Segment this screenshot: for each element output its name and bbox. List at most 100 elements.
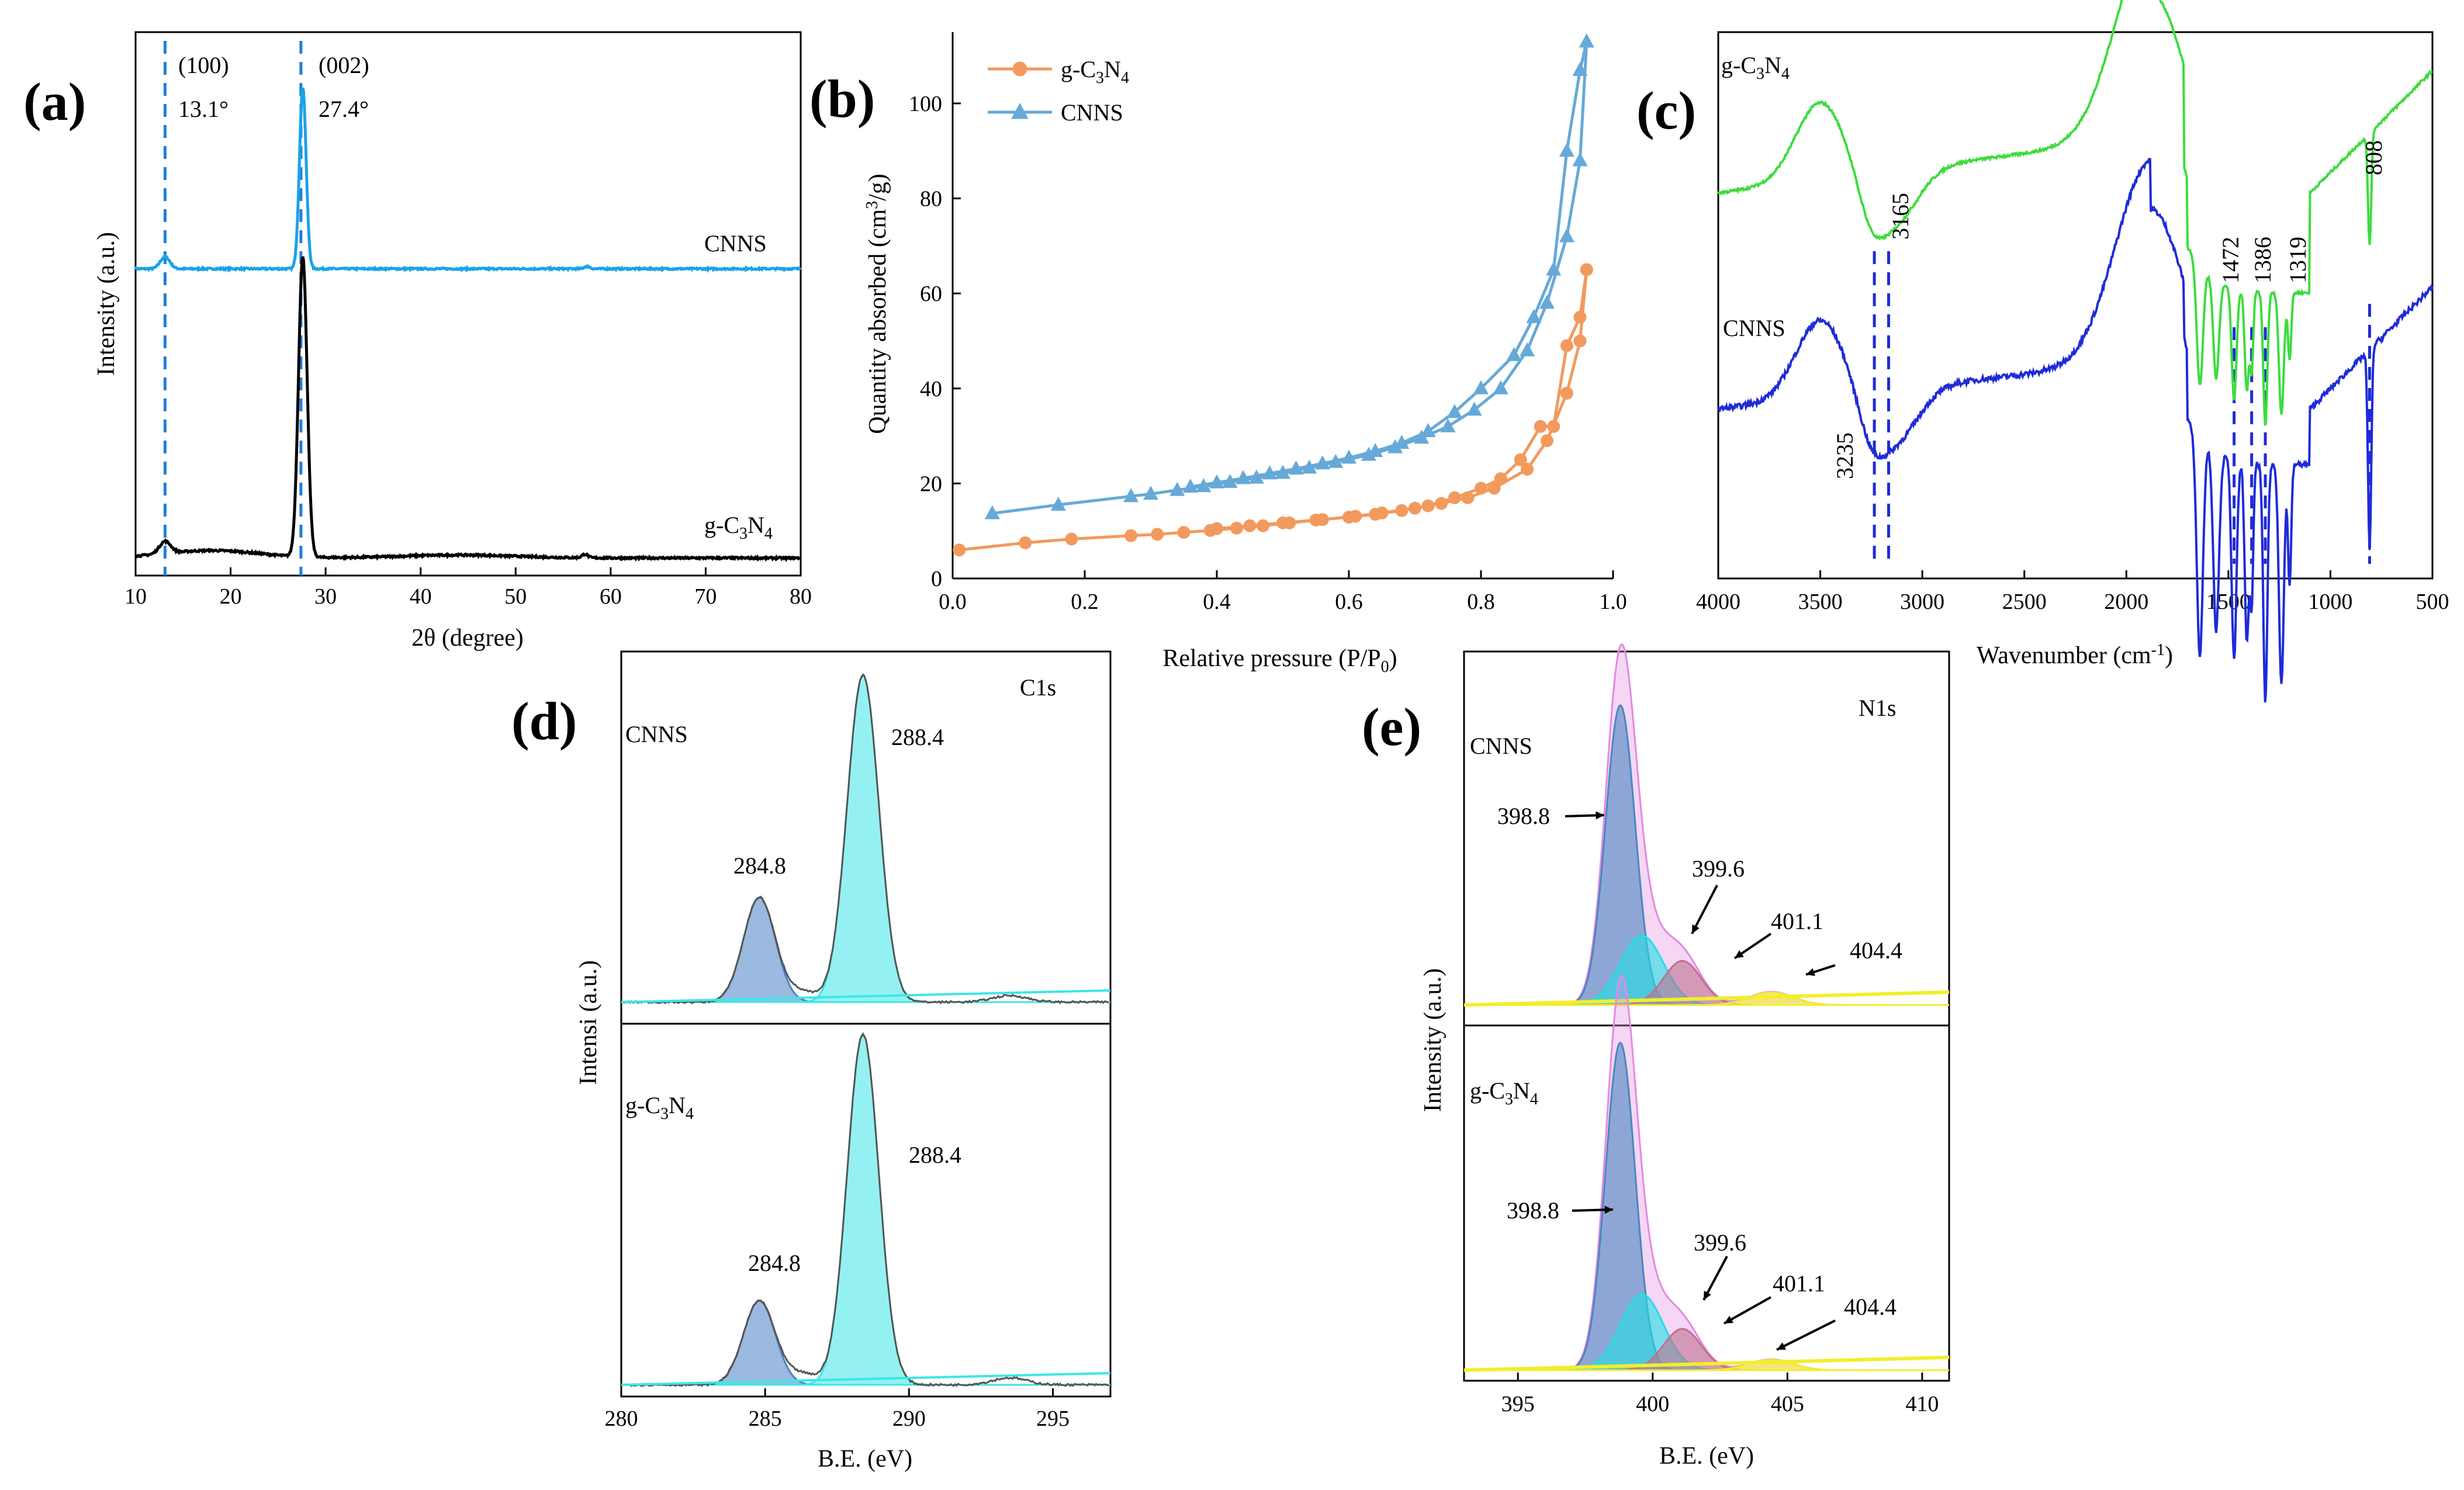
panel-b-point	[1262, 465, 1278, 480]
legend-marker-cnns	[1011, 102, 1029, 119]
panel-b-point	[1475, 481, 1487, 495]
panel-e-xaxis: 395 400 405 410	[1501, 1373, 1939, 1416]
panel-d-ylabel: Intensi (a.u.)	[575, 960, 602, 1084]
panel-e-arrow-head	[1777, 1342, 1786, 1350]
panel-e-peak-area	[1464, 1359, 1949, 1371]
panel-b-point	[1342, 511, 1355, 524]
panel-e-peak-cnns-4: 404.4	[1850, 937, 1902, 964]
legend-label-cnns: CNNS	[1061, 99, 1123, 126]
panel-e-arrow-head	[1596, 811, 1604, 820]
panel-e-arrow-head	[1704, 1291, 1711, 1300]
panel-b-xtick-label: 0.2	[1071, 590, 1099, 614]
panel-b-point	[1572, 62, 1588, 77]
panel-b-point	[1368, 443, 1383, 458]
panel-c-peak-3165: 3165	[1887, 193, 1913, 240]
panel-b-point	[1560, 339, 1573, 352]
panel-e-subplot-gcn	[1463, 975, 1950, 1372]
panel-e: (e) 395 400 405 410 Intensity (a.u.) B.E. (…	[1362, 643, 1950, 1470]
panel-e-peak-cnns-3: 401.1	[1771, 908, 1823, 934]
panel-c-xtick-label: 1500	[2206, 590, 2251, 614]
panel-c-xlabel: Wavenumber (cm-1)	[1977, 641, 2173, 669]
panel-d-baseline	[621, 989, 1111, 1003]
panel-d-xtick-label: 280	[605, 1406, 638, 1431]
legend-label-gcn: g-C3N4	[1061, 56, 1129, 87]
panel-b-point	[1420, 422, 1436, 437]
panel-b-xtick-label: 0.6	[1335, 590, 1363, 614]
panel-c-xaxis: 4000 3500 3000 2500 2000 1500 1000 500	[1696, 570, 2449, 614]
panel-b-point	[1539, 294, 1555, 309]
panel-e-label-cnns: CNNS	[1470, 733, 1532, 759]
panel-b-line-3	[1190, 41, 1589, 488]
panel-b-point	[1124, 529, 1138, 542]
panel-d-xtick-label: 290	[892, 1406, 926, 1431]
panel-b-point	[1288, 460, 1304, 475]
panel-d-title: C1s	[1020, 674, 1056, 701]
panel-c-xtick-label: 1000	[2308, 590, 2352, 614]
panel-b-point	[1421, 499, 1435, 512]
panel-e-arrow-line	[1691, 885, 1718, 934]
panel-c-xtick-label: 2000	[2104, 590, 2148, 614]
panel-c-series-cnns	[1717, 158, 2434, 703]
panel-e-peak-cnns-2: 399.6	[1692, 855, 1745, 882]
panel-e-arrow-line	[1776, 1319, 1836, 1351]
panel-b-xtick-label: 0.0	[939, 590, 967, 614]
panel-b-point	[1369, 508, 1382, 521]
panel-c-label-cnns: CNNS	[1723, 315, 1785, 341]
panel-b-point	[1341, 449, 1356, 464]
panel-d-baseline	[621, 1372, 1111, 1386]
panel-b-ytick-label: 60	[920, 282, 942, 306]
panel-e-xlabel: B.E. (eV)	[1659, 1443, 1754, 1470]
panel-a-label: (a)	[23, 72, 86, 131]
panel-d-envelope	[621, 673, 1109, 1004]
panel-b-point	[1494, 472, 1507, 486]
panel-a-series-cnns	[134, 87, 802, 273]
panel-a-label-gcn: g-C3N4	[704, 512, 773, 543]
panel-b-point	[1309, 513, 1323, 526]
panel-d-peak-cnns-2: 288.4	[891, 724, 944, 750]
panel-b: (b) 0.0 0.2 0.4 0.6 0.8 1.0 0 20 40 60 80 100 Quant…	[809, 32, 1627, 676]
panel-b-point	[1521, 463, 1534, 476]
panel-c-peak-808: 808	[2361, 140, 2387, 175]
panel-d-subplot-cnns	[621, 673, 1111, 1004]
panel-c-xtick-label: 500	[2416, 590, 2449, 614]
panel-b-point	[1210, 522, 1223, 535]
panel-c-peak-1319: 1319	[2285, 237, 2311, 283]
panel-e-label: (e)	[1362, 697, 1421, 757]
panel-b-point	[1169, 481, 1185, 496]
panel-a-frame	[134, 31, 802, 577]
panel-e-label-gcn: g-C3N4	[1470, 1077, 1538, 1108]
panel-b-point	[1520, 342, 1535, 356]
panel-e-arrow-head	[1724, 1315, 1733, 1323]
panel-b-xtick-label: 0.8	[1467, 590, 1495, 614]
panel-a-xtick-label: 70	[694, 584, 717, 609]
panel-c-peak-1386: 1386	[2250, 237, 2276, 283]
panel-b-point	[1573, 310, 1587, 324]
panel-b-point	[1209, 474, 1224, 488]
panel-e-xtick-label: 395	[1501, 1392, 1535, 1416]
panel-b-ytick-label: 40	[920, 377, 942, 401]
panel-d-label-cnns: CNNS	[625, 721, 688, 747]
panel-b-point	[1143, 486, 1158, 500]
panel-d-envelope	[621, 1032, 1109, 1387]
panel-c-label-gcn: g-C3N4	[1721, 52, 1790, 83]
panel-b-legend: g-C3N4 CNNS	[988, 56, 1129, 126]
panel-d-xaxis: 280 285 290 295	[605, 1388, 1070, 1431]
panel-b-point	[1534, 420, 1547, 433]
panel-e-subplot-cnns	[1463, 643, 1950, 1007]
panel-b-point	[1526, 309, 1542, 323]
panel-b-point	[1541, 434, 1553, 448]
panel-a-label-cnns: CNNS	[704, 230, 767, 257]
panel-b-point	[1151, 528, 1164, 541]
panel-b-xtick-label: 0.4	[1203, 590, 1231, 614]
panel-b-point	[1236, 470, 1251, 484]
panel-a-xtick-label: 30	[314, 584, 337, 609]
panel-e-peak-gcn-3: 401.1	[1773, 1270, 1825, 1297]
panel-b-point	[1559, 228, 1574, 242]
panel-b-point	[1473, 380, 1489, 394]
panel-b-ytick-label: 100	[909, 92, 942, 116]
panel-c-xtick-label: 3500	[1798, 590, 1843, 614]
panel-b-point	[1395, 504, 1409, 517]
panel-e-arrow-head	[1692, 924, 1700, 934]
panel-c-xtick-label: 2500	[2002, 590, 2047, 614]
